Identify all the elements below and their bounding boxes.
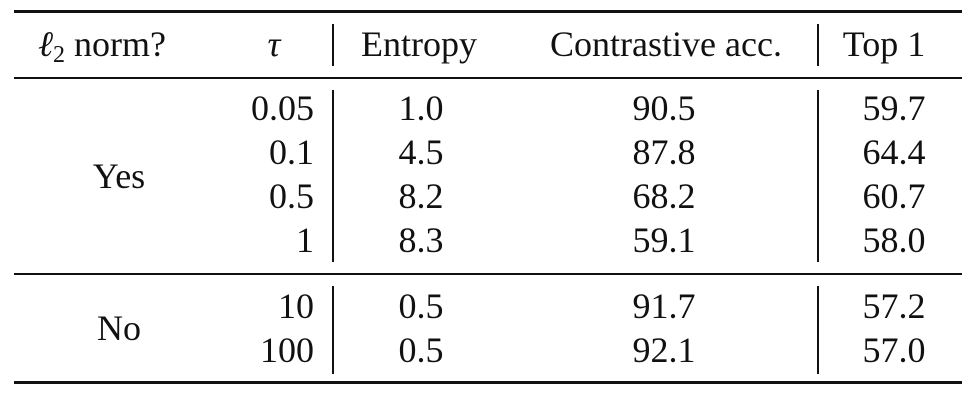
header-contrastive-acc: Contrastive acc.	[550, 24, 782, 64]
table-cell-tau: 10	[278, 286, 314, 326]
group-separator-rule	[14, 273, 962, 275]
header-l2-norm: ℓ2 norm?	[38, 22, 228, 77]
table-cell-entropy: 8.3	[398, 220, 444, 260]
table-cell-entropy: 0.5	[398, 286, 444, 326]
table-cell-top1: 64.4	[862, 132, 926, 172]
table-cell-tau: 0.05	[251, 88, 314, 128]
no-separator-left	[332, 286, 334, 374]
table-cell-top1: 60.7	[862, 176, 926, 216]
yes-separator-right	[817, 90, 819, 262]
table-cell-top1: 57.2	[862, 286, 926, 326]
table-cell-top1: 57.0	[862, 330, 926, 370]
header-separator-right	[817, 24, 819, 66]
header-separator-left	[332, 24, 334, 66]
table-cell-entropy: 8.2	[398, 176, 444, 216]
header-l2-rest: norm?	[65, 24, 166, 64]
header-entropy: Entropy	[361, 24, 477, 64]
header-l2-subscript: 2	[53, 42, 65, 68]
table-cell-top1: 58.0	[862, 220, 926, 260]
table-cell-tau: 100	[260, 330, 314, 370]
bottom-rule	[14, 381, 962, 384]
table-cell-contrastive: 87.8	[632, 132, 696, 172]
table-cell-tau: 0.5	[269, 176, 314, 216]
table-cell-entropy: 4.5	[398, 132, 444, 172]
table-cell-contrastive: 90.5	[632, 88, 696, 128]
no-separator-right	[817, 286, 819, 374]
header-top1: Top 1	[842, 24, 926, 64]
header-l2-ell: ℓ	[38, 24, 53, 64]
group-label-yes: Yes	[92, 156, 146, 196]
top-rule	[14, 10, 962, 13]
table-cell-contrastive: 59.1	[632, 220, 696, 260]
yes-separator-left	[332, 90, 334, 262]
header-tau: τ	[267, 24, 281, 64]
group-label-no: No	[97, 308, 141, 348]
table-cell-contrastive: 68.2	[632, 176, 696, 216]
table-cell-entropy: 0.5	[398, 330, 444, 370]
table-cell-contrastive: 91.7	[632, 286, 696, 326]
results-table: ℓ2 norm? τ Entropy Contrastive acc. Top …	[14, 10, 962, 386]
table-cell-entropy: 1.0	[398, 88, 444, 128]
table-cell-top1: 59.7	[862, 88, 926, 128]
table-cell-tau: 1	[296, 220, 314, 260]
table-cell-tau: 0.1	[269, 132, 314, 172]
header-rule	[14, 77, 962, 79]
table-cell-contrastive: 92.1	[632, 330, 696, 370]
